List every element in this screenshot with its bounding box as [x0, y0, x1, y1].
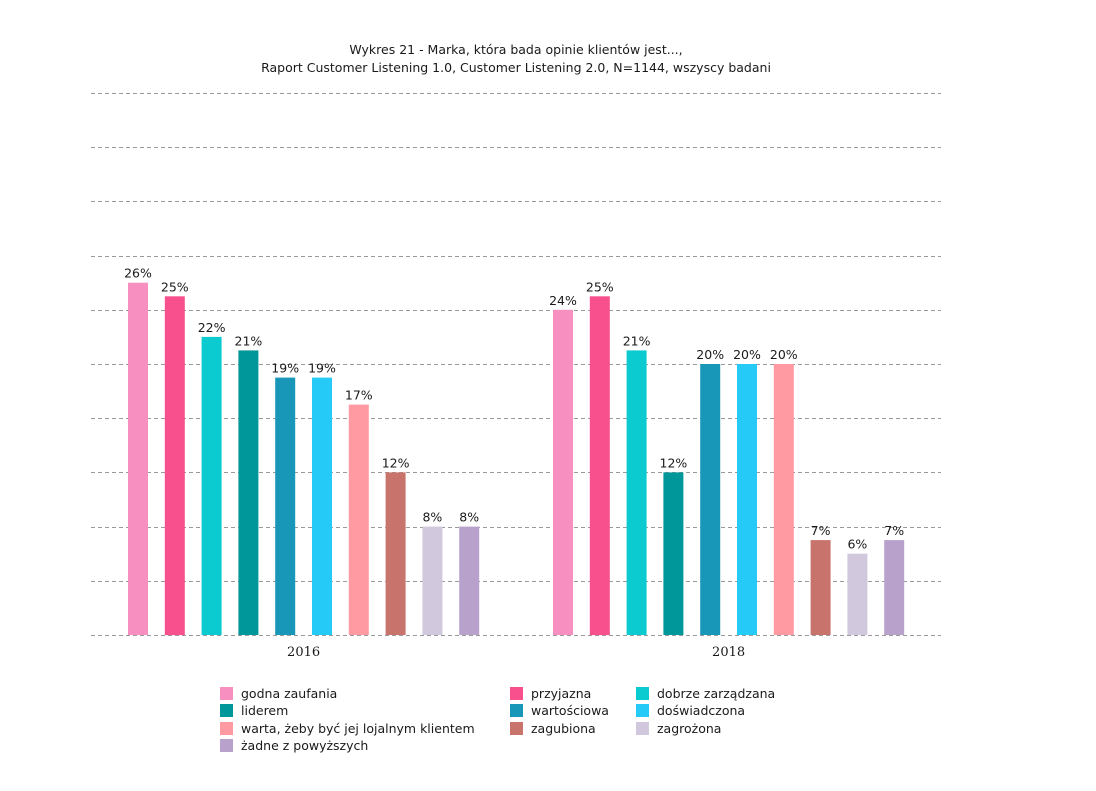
data-label: 7% [811, 523, 831, 538]
chart-title-block: Wykres 21 - Marka, która bada opinie kli… [0, 41, 1032, 77]
data-label: 12% [660, 455, 688, 470]
bar [847, 553, 868, 635]
bar [884, 540, 905, 635]
bar [553, 309, 573, 635]
legend-swatch [510, 704, 523, 717]
bar [312, 377, 332, 635]
bar [589, 296, 610, 636]
legend-swatch [220, 686, 233, 700]
data-label: 12% [382, 455, 410, 470]
data-label: 7% [884, 523, 904, 538]
data-label: 20% [733, 347, 761, 362]
data-label: 17% [345, 388, 373, 403]
bar [737, 364, 757, 635]
data-label: 21% [235, 333, 263, 348]
legend-swatch [220, 704, 233, 717]
legend-item: przyjazna [510, 685, 591, 701]
bar [422, 526, 443, 635]
data-label: 19% [271, 361, 299, 376]
bar [275, 377, 296, 635]
bar [164, 296, 185, 636]
legend-swatch [636, 686, 649, 700]
chart-title: Wykres 21 - Marka, która bada opinie kli… [349, 42, 683, 57]
data-label: 8% [459, 510, 479, 525]
legend-item: żadne z powyższych [220, 738, 368, 754]
bar-chart: 26% 25% 22% 21% 19% 19% 17% 12% 8% 8% 24% 25% 21% 12%… [91, 93, 941, 660]
category-label: 2016 [287, 645, 320, 660]
legend-item: zagubiona [510, 720, 596, 736]
bar [773, 364, 794, 635]
legend-label: warta, żeby być jej lojalnym klientem [241, 720, 475, 736]
data-label: 25% [586, 279, 614, 294]
bar [626, 350, 647, 635]
bar [348, 404, 369, 635]
legend-swatch [510, 721, 523, 735]
legend-label: zagrożona [657, 720, 722, 736]
data-label: 26% [124, 266, 152, 281]
legend-label: zagubiona [531, 720, 596, 736]
legend-label: doświadczona [657, 703, 746, 718]
bar [385, 472, 406, 635]
legend-label: żadne z powyższych [241, 738, 369, 753]
legend-item: zagrożona [636, 720, 721, 736]
bar [700, 364, 721, 635]
category-labels: 2016 2018 [287, 645, 745, 660]
bars [128, 282, 905, 636]
legend-swatch [220, 721, 233, 735]
legend-swatch [220, 739, 233, 752]
data-label: 24% [549, 293, 577, 308]
bar [128, 282, 148, 635]
legend-item: wartościowa [510, 703, 609, 719]
data-label: 19% [308, 361, 336, 376]
legend-swatch [510, 686, 523, 700]
bar [238, 350, 259, 635]
data-label: 20% [770, 347, 798, 362]
data-label: 25% [161, 279, 189, 294]
data-label: 8% [422, 510, 442, 525]
legend-label: wartościowa [531, 703, 609, 718]
legend-item: warta, żeby być jej lojalnym klientem [220, 720, 475, 736]
legend-item: dobrze zarządzana [636, 685, 775, 701]
gridlines [91, 93, 941, 636]
legend-swatch [636, 704, 649, 717]
legend-item: godna zaufania [220, 685, 337, 701]
legend-item: liderem [220, 703, 288, 719]
bar [663, 472, 684, 635]
legend-swatch [636, 721, 649, 735]
legend-label: dobrze zarządzana [657, 685, 776, 701]
data-label: 21% [623, 333, 651, 348]
legend-label: przyjazna [531, 685, 592, 701]
legend-label: godna zaufania [241, 685, 338, 701]
legend-label: liderem [241, 703, 289, 718]
category-label: 2018 [712, 645, 745, 660]
data-label: 6% [847, 537, 867, 552]
bar [459, 526, 480, 635]
legend-item: doświadczona [636, 703, 745, 719]
bar [201, 336, 222, 635]
data-label: 22% [198, 320, 226, 335]
data-labels: 26% 25% 22% 21% 19% 19% 17% 12% 8% 8% 24% 25% 21% 12%… [124, 266, 904, 552]
chart-subtitle: Raport Customer Listening 1.0, Customer … [261, 60, 771, 75]
bar [810, 540, 831, 635]
data-label: 20% [696, 347, 724, 362]
